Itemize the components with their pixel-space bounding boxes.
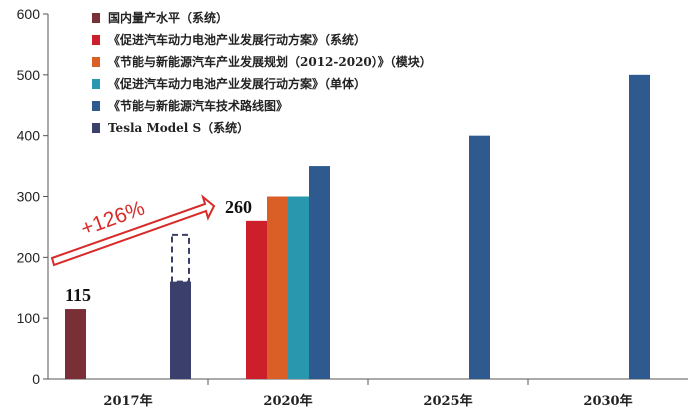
legend-swatch xyxy=(92,57,100,67)
bar xyxy=(246,220,267,379)
y-tick-label: 300 xyxy=(17,189,41,205)
y-tick-label: 100 xyxy=(17,310,41,326)
legend-swatch xyxy=(92,35,100,45)
bar xyxy=(267,196,288,379)
bar xyxy=(629,74,650,379)
bar xyxy=(65,309,86,379)
y-tick-label: 200 xyxy=(17,249,41,265)
legend-label: 《节能与新能源汽车产业发展规划（2012-2020）》（模块） xyxy=(108,54,432,69)
x-tick-label: 2025年 xyxy=(423,393,472,409)
data-label: 115 xyxy=(65,285,91,305)
legend-swatch xyxy=(92,123,100,133)
y-tick-label: 500 xyxy=(17,67,41,83)
data-label: 260 xyxy=(225,197,252,217)
legend: 国内量产水平（系统） 《促进汽车动力电池产业发展行动方案》（系统） 《节能与新能源汽… xyxy=(92,10,432,135)
bar xyxy=(288,196,309,379)
legend-label: 《促进汽车动力电池产业发展行动方案》（单体） xyxy=(108,76,366,91)
legend-swatch xyxy=(92,13,100,23)
legend-swatch xyxy=(92,101,100,111)
x-tick-label: 2017年 xyxy=(103,393,152,409)
tesla-range-dashed-box xyxy=(171,233,190,283)
legend-label: 《节能与新能源汽车技术路线图》 xyxy=(108,98,288,113)
bar xyxy=(309,166,330,379)
y-tick-label: 600 xyxy=(17,6,41,22)
y-tick-label: 0 xyxy=(32,371,40,387)
y-tick-label: 400 xyxy=(17,128,41,144)
legend-label: 《促进汽车动力电池产业发展行动方案》（系统） xyxy=(108,32,366,47)
bar xyxy=(469,135,490,379)
x-tick-label: 2030年 xyxy=(583,393,632,409)
bar xyxy=(170,281,191,379)
growth-arrow xyxy=(50,194,216,267)
legend-label: Tesla Model S（系统） xyxy=(108,120,249,135)
legend-label: 国内量产水平（系统） xyxy=(108,10,228,25)
legend-swatch xyxy=(92,79,100,89)
x-tick-label: 2020年 xyxy=(263,393,312,409)
